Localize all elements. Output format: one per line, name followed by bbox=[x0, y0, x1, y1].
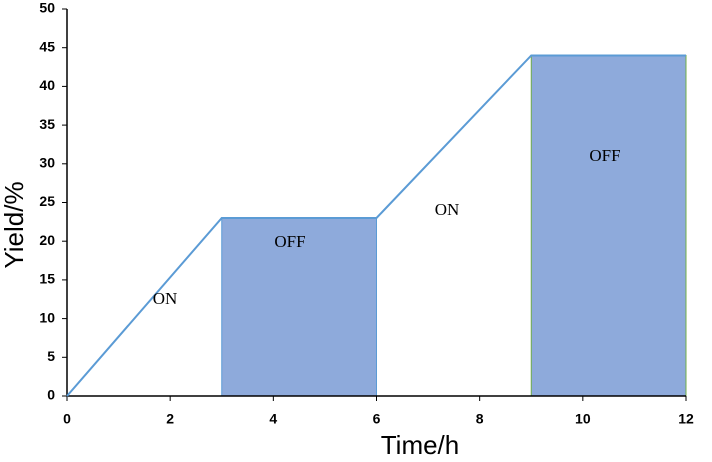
x-tick-label: 6 bbox=[373, 411, 381, 427]
annotation: ON bbox=[153, 289, 178, 308]
x-tick-label: 2 bbox=[166, 411, 174, 427]
x-tick-label: 10 bbox=[575, 411, 591, 427]
y-tick-label: 50 bbox=[39, 0, 55, 16]
x-axis-title: Time/h bbox=[381, 430, 460, 460]
annotation: OFF bbox=[274, 232, 305, 251]
y-axis-title: Yield/% bbox=[0, 181, 29, 268]
annotation: ON bbox=[435, 200, 460, 219]
y-tick-label: 45 bbox=[39, 38, 55, 54]
x-tick-label: 12 bbox=[678, 411, 694, 427]
x-tick-label: 8 bbox=[476, 411, 484, 427]
shaded-region bbox=[530, 54, 687, 397]
data-line bbox=[66, 54, 686, 397]
y-tick-label: 15 bbox=[39, 271, 55, 287]
y-tick-label: 30 bbox=[39, 155, 55, 171]
y-tick-label: 25 bbox=[39, 193, 55, 209]
y-tick-label: 0 bbox=[47, 387, 55, 403]
annotation: OFF bbox=[589, 146, 620, 165]
x-tick-label: 4 bbox=[269, 411, 277, 427]
shaded-region bbox=[221, 217, 377, 397]
y-tick-label: 35 bbox=[39, 116, 55, 132]
y-tick-label: 20 bbox=[39, 232, 55, 248]
y-tick-label: 5 bbox=[47, 348, 55, 364]
x-tick-label: 0 bbox=[63, 411, 71, 427]
y-tick-label: 40 bbox=[39, 77, 55, 93]
y-tick-label: 10 bbox=[39, 309, 55, 325]
